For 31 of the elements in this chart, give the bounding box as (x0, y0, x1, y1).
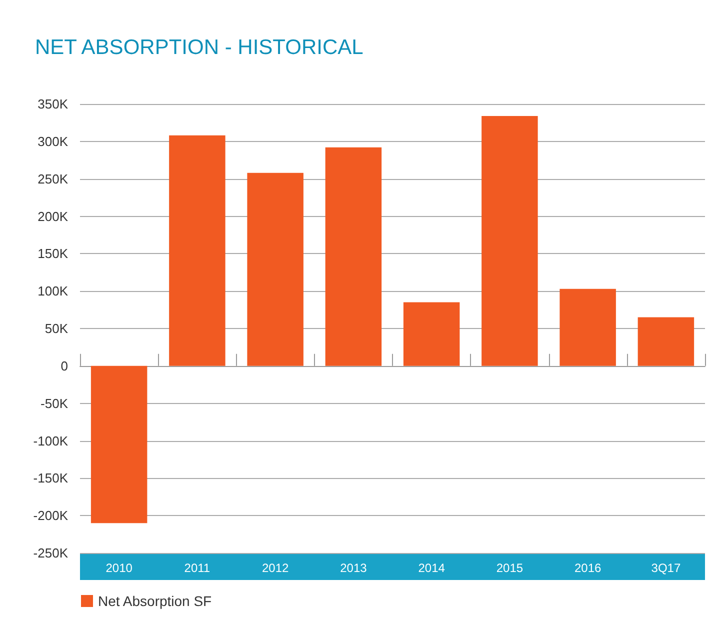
y-tick-label: 100K (38, 284, 68, 299)
y-tick-label: 350K (38, 96, 68, 112)
x-tick-label: 2011 (184, 561, 210, 575)
y-tick-label: 0 (60, 358, 68, 374)
y-tick-label: -100K (33, 433, 68, 448)
y-tick-label: -150K (33, 470, 68, 486)
bar (325, 147, 382, 366)
bar (247, 172, 304, 366)
x-tick-label: 2013 (340, 561, 368, 575)
y-tick-label: 250K (38, 171, 68, 186)
bar (560, 288, 616, 366)
x-tick-label: 2012 (262, 561, 289, 575)
y-tick-label: 200K (38, 208, 68, 224)
y-tick-label: 300K (38, 134, 68, 149)
bar (90, 366, 148, 524)
x-tick-label: 2016 (574, 561, 602, 575)
x-tick-label: 2014 (418, 561, 446, 575)
bar (638, 317, 694, 366)
x-tick-label: 2015 (496, 561, 524, 575)
y-tick-label: 50K (44, 321, 68, 336)
chart-title: NET ABSORPTION - HISTORICAL (35, 36, 364, 59)
y-tick-label: -250K (33, 546, 68, 560)
y-tick-label: 150K (38, 246, 68, 262)
legend-label: Net Absorption SF (98, 593, 212, 609)
bar (169, 135, 226, 366)
x-tick-label: 2010 (106, 561, 133, 575)
x-tick-label: 3Q17 (651, 561, 681, 575)
bar (403, 302, 460, 366)
y-tick-label: -200K (33, 508, 68, 524)
y-tick-label: -50K (40, 396, 68, 411)
bar (482, 116, 538, 366)
